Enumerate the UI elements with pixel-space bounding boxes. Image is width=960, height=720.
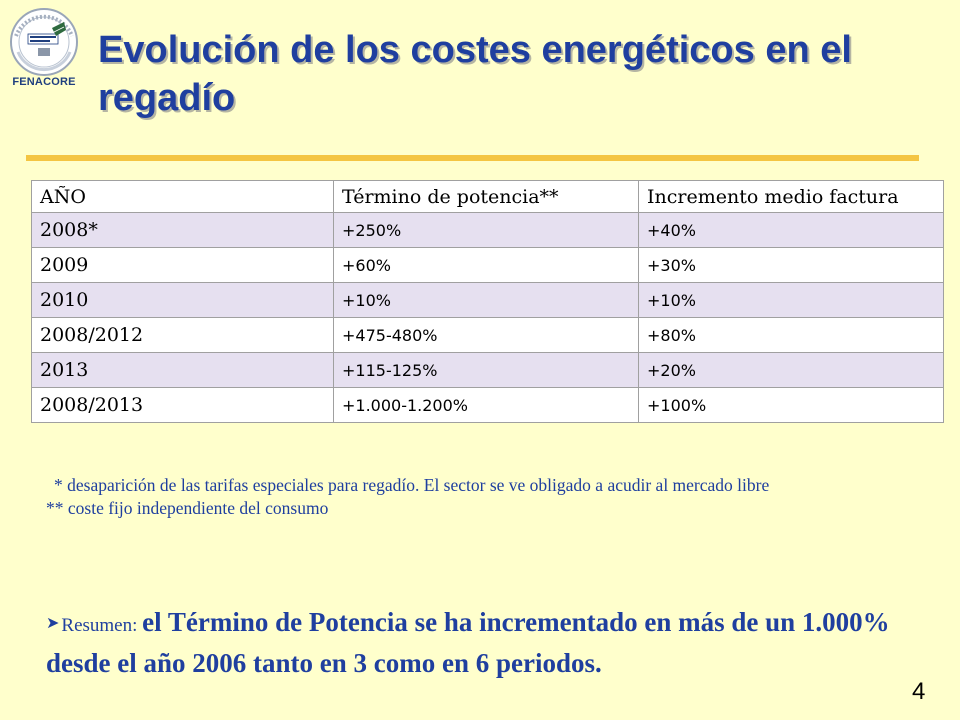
cell-year: 2010 bbox=[31, 282, 334, 318]
cell-factura: +10% bbox=[638, 282, 944, 318]
energy-costs-table: AÑO Término de potencia** Incremento med… bbox=[31, 180, 944, 423]
logo-wordmark: FENACORE bbox=[12, 76, 76, 88]
arrow-bullet-icon: ➤ bbox=[46, 615, 60, 632]
page-title: Evolución de los costes energéticos en e… bbox=[98, 29, 852, 119]
fenacore-logo: FENACORE bbox=[8, 6, 80, 94]
cell-potencia: +250% bbox=[333, 212, 639, 248]
cell-factura: +40% bbox=[638, 212, 944, 248]
table-row: 2008/2012 +475-480% +80% bbox=[31, 317, 944, 353]
summary-paragraph: ➤ Resumen: el Término de Potencia se ha i… bbox=[46, 604, 926, 681]
cell-year: 2013 bbox=[31, 352, 334, 388]
column-header-year: AÑO bbox=[31, 180, 334, 213]
cell-potencia: +60% bbox=[333, 247, 639, 283]
cell-potencia: +1.000-1.200% bbox=[333, 387, 639, 423]
cell-year: 2009 bbox=[31, 247, 334, 283]
page-number: 4 bbox=[912, 678, 926, 705]
title-divider bbox=[26, 155, 919, 161]
cell-factura: +20% bbox=[638, 352, 944, 388]
cell-factura: +80% bbox=[638, 317, 944, 353]
column-header-factura: Incremento medio factura bbox=[638, 180, 944, 213]
footnote-coste-fijo: ** coste fijo independiente del consumo bbox=[46, 498, 329, 518]
cell-factura: +100% bbox=[638, 387, 944, 423]
footnotes: * desaparición de las tarifas especiales… bbox=[46, 474, 916, 520]
table-row: 2009 +60% +30% bbox=[31, 247, 944, 283]
table-row: 2008* +250% +40% bbox=[31, 212, 944, 248]
table-row: 2013 +115-125% +20% bbox=[31, 352, 944, 388]
cell-factura: +30% bbox=[638, 247, 944, 283]
cell-year: 2008/2013 bbox=[31, 387, 334, 423]
table-header-row: AÑO Término de potencia** Incremento med… bbox=[31, 180, 944, 213]
table-row: 2008/2013 +1.000-1.200% +100% bbox=[31, 387, 944, 423]
summary-text: el Término de Potencia se ha incrementad… bbox=[46, 607, 890, 678]
summary-lead: Resumen: bbox=[61, 615, 143, 636]
table-row: 2010 +10% +10% bbox=[31, 282, 944, 318]
cell-year: 2008* bbox=[31, 212, 334, 248]
cell-potencia: +115-125% bbox=[333, 352, 639, 388]
cell-year: 2008/2012 bbox=[31, 317, 334, 353]
cell-potencia: +10% bbox=[333, 282, 639, 318]
footnote-tarifas: * desaparición de las tarifas especiales… bbox=[54, 475, 770, 495]
column-header-potencia: Término de potencia** bbox=[333, 180, 639, 213]
cell-potencia: +475-480% bbox=[333, 317, 639, 353]
fenacore-emblem-icon bbox=[10, 8, 78, 76]
